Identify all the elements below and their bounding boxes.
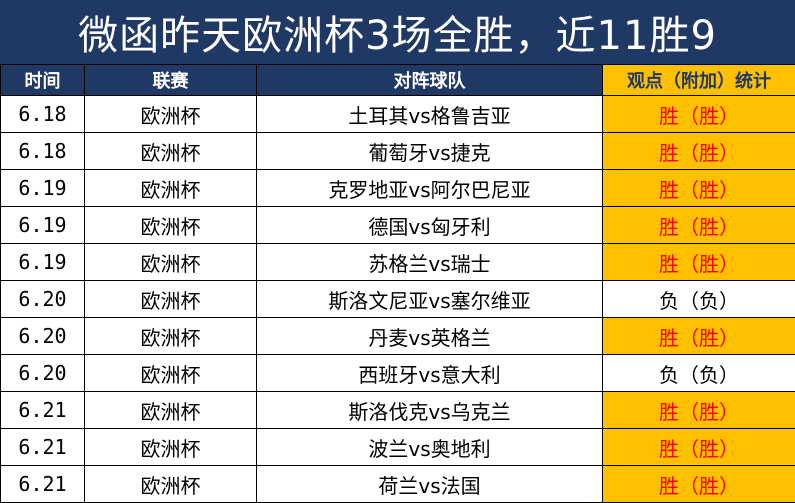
date-cell: 6.19 xyxy=(1,207,85,244)
match-cell: 斯洛文尼亚vs塞尔维亚 xyxy=(257,281,603,318)
result-cell: 胜（胜） xyxy=(603,466,795,503)
match-cell: 波兰vs奥地利 xyxy=(257,429,603,466)
result-cell: 胜（胜） xyxy=(603,170,795,207)
league-cell: 欧洲杯 xyxy=(85,355,257,392)
match-cell: 德国vs匈牙利 xyxy=(257,207,603,244)
match-cell: 斯洛伐克vs乌克兰 xyxy=(257,392,603,429)
date-cell: 6.18 xyxy=(1,133,85,170)
date-cell: 6.18 xyxy=(1,96,85,133)
date-cell: 6.19 xyxy=(1,244,85,281)
date-cell: 6.21 xyxy=(1,466,85,503)
league-cell: 欧洲杯 xyxy=(85,392,257,429)
league-cell: 欧洲杯 xyxy=(85,281,257,318)
date-cell: 6.20 xyxy=(1,281,85,318)
date-cell: 6.20 xyxy=(1,318,85,355)
result-cell: 负（负） xyxy=(603,355,795,392)
result-cell: 胜（胜） xyxy=(603,96,795,133)
match-cell: 土耳其vs格鲁吉亚 xyxy=(257,96,603,133)
league-cell: 欧洲杯 xyxy=(85,96,257,133)
date-cell: 6.20 xyxy=(1,355,85,392)
league-cell: 欧洲杯 xyxy=(85,429,257,466)
match-cell: 苏格兰vs瑞士 xyxy=(257,244,603,281)
date-cell: 6.21 xyxy=(1,392,85,429)
match-cell: 克罗地亚vs阿尔巴尼亚 xyxy=(257,170,603,207)
page-title: 微函昨天欧洲杯3场全胜，近11胜9 xyxy=(0,0,795,64)
result-cell: 负（负） xyxy=(603,281,795,318)
date-cell: 6.19 xyxy=(1,170,85,207)
match-cell: 葡萄牙vs捷克 xyxy=(257,133,603,170)
league-cell: 欧洲杯 xyxy=(85,133,257,170)
result-cell: 胜（胜） xyxy=(603,207,795,244)
header-result: 观点（附加）统计 xyxy=(603,65,795,96)
result-cell: 胜（胜） xyxy=(603,244,795,281)
header-date: 时间 xyxy=(1,65,85,96)
header-league: 联赛 xyxy=(85,65,257,96)
league-cell: 欧洲杯 xyxy=(85,207,257,244)
league-cell: 欧洲杯 xyxy=(85,170,257,207)
league-cell: 欧洲杯 xyxy=(85,318,257,355)
match-cell: 荷兰vs法国 xyxy=(257,466,603,503)
league-cell: 欧洲杯 xyxy=(85,466,257,503)
match-cell: 丹麦vs英格兰 xyxy=(257,318,603,355)
result-cell: 胜（胜） xyxy=(603,133,795,170)
header-match: 对阵球队 xyxy=(257,65,603,96)
result-cell: 胜（胜） xyxy=(603,318,795,355)
league-cell: 欧洲杯 xyxy=(85,244,257,281)
date-cell: 6.21 xyxy=(1,429,85,466)
match-cell: 西班牙vs意大利 xyxy=(257,355,603,392)
result-cell: 胜（胜） xyxy=(603,392,795,429)
result-cell: 胜（胜） xyxy=(603,429,795,466)
header-row: 时间 联赛 对阵球队 观点（附加）统计 xyxy=(1,65,795,96)
